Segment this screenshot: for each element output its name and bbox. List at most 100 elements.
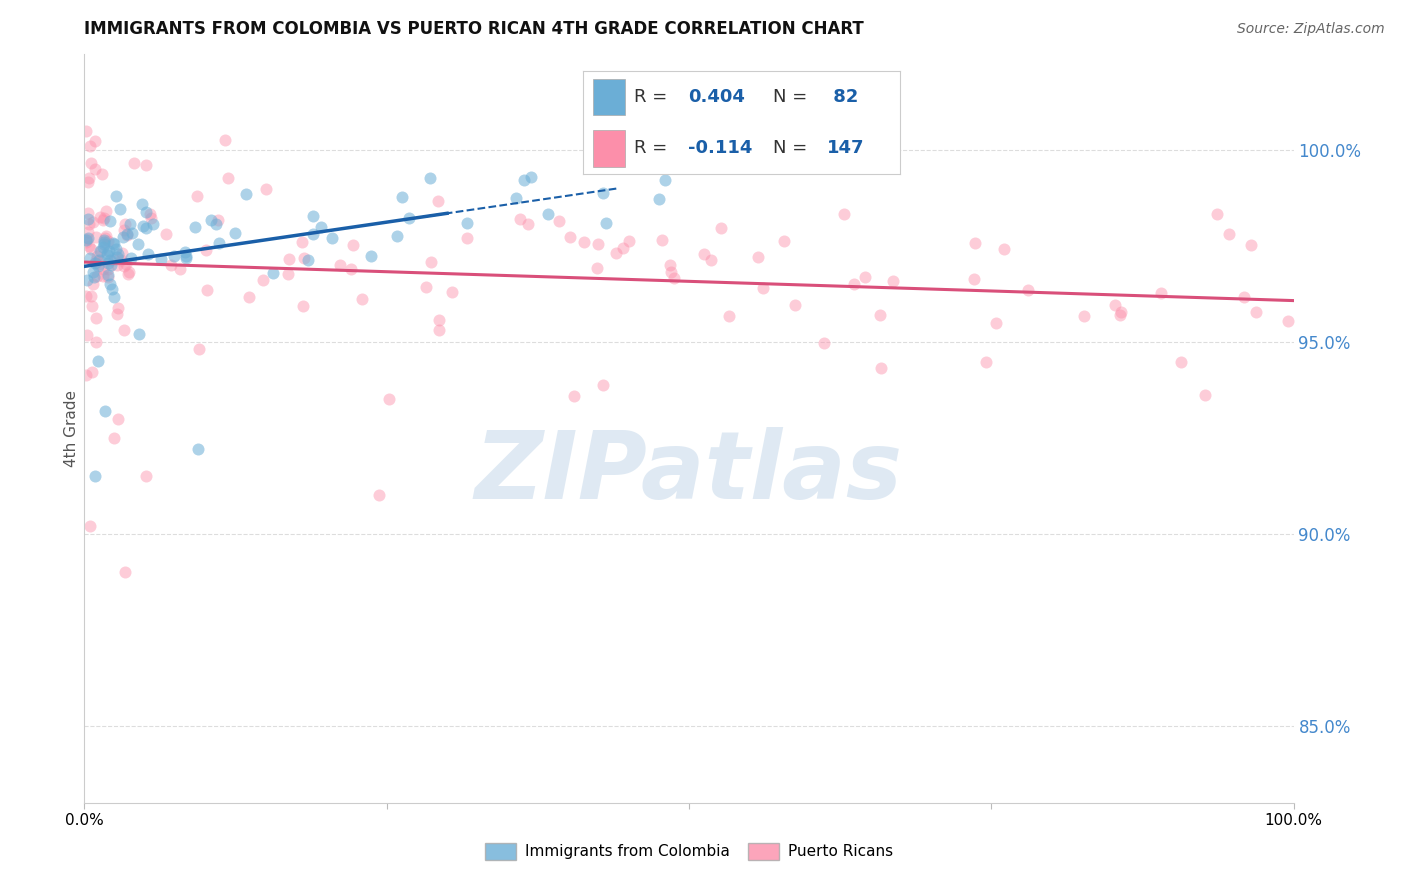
Point: [84, 334, 107, 349]
Point: [509, 211, 531, 226]
Point: [76, 232, 98, 246]
Point: [869, 308, 891, 322]
Point: [77, 175, 100, 189]
Point: [75, 235, 97, 249]
Point: [352, 292, 374, 306]
Point: [93, 235, 115, 249]
Point: [94, 204, 117, 219]
Point: [773, 234, 796, 248]
Point: [558, 230, 581, 244]
Point: [1104, 298, 1126, 312]
Point: [75, 289, 97, 303]
Point: [104, 242, 127, 256]
Point: [132, 219, 155, 234]
Point: [427, 312, 450, 326]
Point: [1240, 238, 1263, 252]
Point: [169, 262, 191, 277]
Text: ZIPatlas: ZIPatlas: [475, 427, 903, 519]
Text: 0.404: 0.404: [688, 88, 745, 106]
Point: [118, 265, 141, 279]
Point: [301, 227, 323, 241]
Point: [195, 243, 218, 257]
Point: [1246, 305, 1268, 319]
FancyBboxPatch shape: [593, 130, 624, 167]
Point: [974, 355, 997, 369]
Point: [112, 260, 135, 274]
Point: [107, 246, 129, 260]
Point: [235, 186, 257, 201]
Point: [200, 213, 222, 227]
Point: [86, 249, 108, 263]
Point: [329, 258, 352, 272]
Point: [77, 225, 100, 239]
Point: [97, 235, 120, 249]
Point: [291, 235, 314, 249]
Point: [97, 270, 120, 285]
Point: [612, 240, 634, 254]
Point: [112, 323, 135, 337]
Point: [963, 236, 986, 251]
Point: [252, 273, 274, 287]
Point: [76, 327, 98, 342]
Point: [114, 222, 136, 236]
Point: [82, 277, 104, 292]
Point: [80, 366, 103, 380]
Point: [659, 265, 682, 279]
Point: [238, 289, 260, 303]
Point: [368, 488, 391, 502]
Point: [1150, 285, 1173, 300]
Point: [813, 335, 835, 350]
Point: [104, 188, 127, 202]
Point: [574, 235, 596, 249]
Point: [155, 227, 177, 241]
Point: [217, 171, 239, 186]
Point: [595, 216, 617, 230]
Point: [882, 274, 904, 288]
Point: [120, 252, 142, 266]
Point: [83, 162, 105, 177]
Point: [391, 190, 413, 204]
Text: 147: 147: [827, 139, 865, 157]
Point: [142, 217, 165, 231]
Point: [97, 268, 120, 282]
Point: [80, 299, 103, 313]
Point: [82, 265, 104, 279]
Point: [195, 283, 218, 297]
Point: [135, 221, 157, 235]
Point: [100, 258, 122, 272]
Point: [105, 307, 128, 321]
Point: [456, 231, 478, 245]
Point: [617, 234, 640, 248]
Point: [96, 228, 118, 243]
Point: [89, 211, 111, 225]
Point: [648, 192, 671, 206]
Point: [173, 244, 195, 259]
Point: [592, 378, 614, 392]
Point: [93, 237, 115, 252]
Point: [693, 246, 716, 260]
Point: [699, 253, 721, 268]
Point: [659, 259, 682, 273]
Point: [562, 389, 585, 403]
Point: [710, 220, 733, 235]
Point: [1233, 290, 1256, 304]
Point: [297, 252, 319, 267]
Point: [101, 236, 124, 251]
Point: [456, 216, 478, 230]
Point: [592, 186, 614, 200]
Point: [135, 204, 157, 219]
FancyBboxPatch shape: [593, 78, 624, 115]
Y-axis label: 4th Grade: 4th Grade: [63, 390, 79, 467]
Point: [93, 404, 115, 418]
Point: [302, 209, 325, 223]
Point: [91, 269, 114, 284]
Point: [80, 155, 103, 169]
Point: [84, 253, 107, 268]
Point: [208, 235, 231, 250]
Point: [1170, 355, 1192, 369]
Point: [87, 252, 110, 267]
Point: [75, 233, 97, 247]
Text: 82: 82: [827, 88, 859, 106]
Point: [1205, 206, 1227, 220]
Point: [79, 251, 101, 265]
